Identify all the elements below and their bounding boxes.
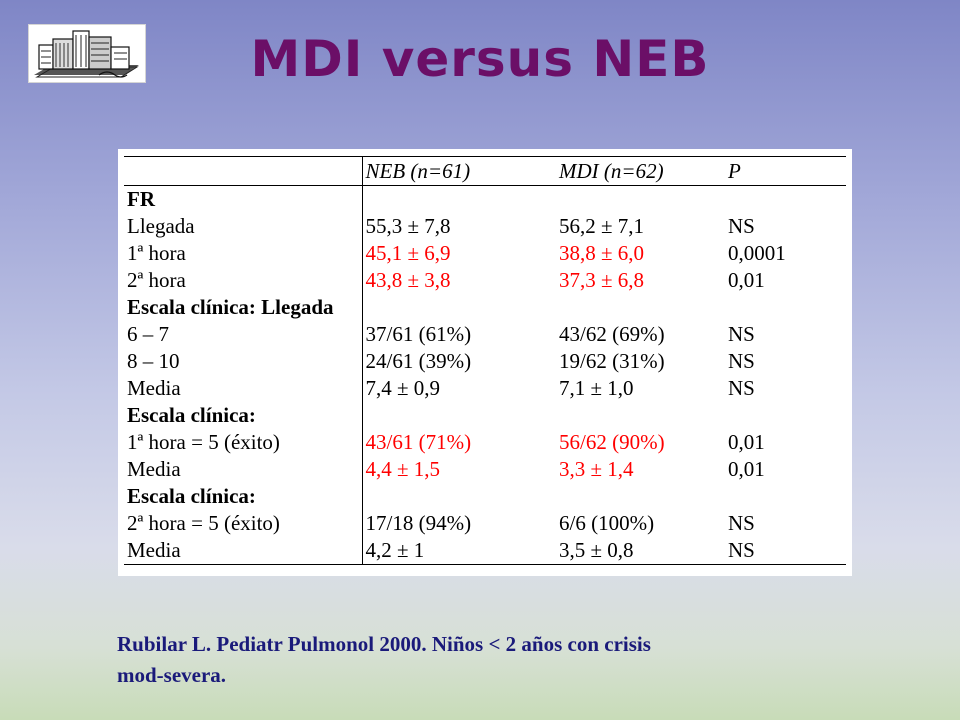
caption-line-1: Rubilar L. Pediatr Pulmonol 2000. Niños … [117, 632, 651, 656]
mdi-value-cell [556, 186, 725, 214]
mdi-value-cell [556, 483, 725, 510]
caption-line-2: mod-severa. [117, 663, 227, 687]
mdi-value-cell: 56/62 (90%) [559, 430, 665, 454]
row-label-cell: Media [124, 456, 363, 483]
neb-value-cell: 17/18 (94%) [365, 511, 472, 535]
p-value-cell: 0,0001 [728, 241, 786, 265]
row-label-cell: Escala clínica: [124, 483, 363, 510]
mdi-value-cell: 43/62 (69%) [559, 322, 665, 346]
row-label-cell: 2ª hora = 5 (éxito) [124, 510, 363, 537]
table-row: FR [124, 185, 846, 214]
table-row: Media 7,4 ± 0,9 7,1 ± 1,0 NS [124, 375, 846, 402]
neb-value-cell: 55,3 ± 7,8 [365, 214, 451, 238]
p-value-cell: NS [728, 322, 755, 346]
header-cell-mdi: MDI (n=62) [556, 156, 725, 186]
row-label-cell: 2ª hora [124, 267, 363, 294]
neb-value-cell [362, 186, 556, 214]
p-value-cell [725, 402, 846, 429]
neb-value-cell: 24/61 (39%) [365, 349, 472, 373]
header-cell-variable [124, 156, 363, 186]
neb-value-cell: 43,8 ± 3,8 [365, 268, 451, 292]
mdi-value-cell [556, 294, 725, 321]
p-value-cell: 0,01 [728, 268, 765, 292]
header-cell-p: P [725, 156, 846, 186]
row-label-cell: Escala clínica: Llegada [124, 294, 363, 321]
mdi-value-cell: 7,1 ± 1,0 [559, 376, 634, 400]
mdi-value-cell: 3,3 ± 1,4 [559, 457, 634, 481]
row-label-cell: 1ª hora [124, 240, 363, 267]
results-table: NEB (n=61) MDI (n=62) P FR Llegada 55,3 ± … [124, 156, 846, 565]
neb-value-cell: 7,4 ± 0,9 [365, 376, 441, 400]
row-label-cell: Media [124, 537, 363, 565]
p-value-cell: 0,01 [728, 430, 765, 454]
p-value-cell: 0,01 [728, 457, 765, 481]
table-row: Media 4,2 ± 1 3,5 ± 0,8 NS [124, 537, 846, 565]
mdi-value-cell: 6/6 (100%) [559, 511, 655, 535]
table-header-row: NEB (n=61) MDI (n=62) P [124, 156, 846, 186]
mdi-value-cell: 56,2 ± 7,1 [559, 214, 645, 238]
hospital-logo-drawing [29, 25, 145, 82]
neb-value-cell: 37/61 (61%) [365, 322, 472, 346]
hospital-building-icon [28, 24, 146, 83]
row-label-cell: 6 – 7 [124, 321, 363, 348]
mdi-value-cell: 19/62 (31%) [559, 349, 665, 373]
p-value-cell [725, 483, 846, 510]
p-value-cell: NS [728, 349, 755, 373]
table-row: Llegada 55,3 ± 7,8 56,2 ± 7,1 NS [124, 213, 846, 240]
mdi-value-cell: 37,3 ± 6,8 [559, 268, 645, 292]
table-row: 8 – 10 24/61 (39%) 19/62 (31%) NS [124, 348, 846, 375]
row-label-cell: 1ª hora = 5 (éxito) [124, 429, 363, 456]
header-cell-neb: NEB (n=61) [362, 156, 556, 186]
neb-value-cell: 43/61 (71%) [365, 430, 472, 454]
p-value-cell: NS [728, 214, 755, 238]
row-label-cell: Media [124, 375, 363, 402]
row-label-cell: Llegada [124, 213, 363, 240]
table-row: Media 4,4 ± 1,5 3,3 ± 1,4 0,01 [124, 456, 846, 483]
results-table-panel: NEB (n=61) MDI (n=62) P FR Llegada 55,3 ± … [118, 149, 852, 576]
p-value-cell: NS [728, 376, 755, 400]
p-value-cell [725, 294, 846, 321]
table-row: Escala clínica: Llegada [124, 294, 846, 321]
table-row: 2ª hora = 5 (éxito) 17/18 (94%) 6/6 (100%)… [124, 510, 846, 537]
p-value-cell: NS [728, 511, 755, 535]
table-row: 6 – 7 37/61 (61%) 43/62 (69%) NS [124, 321, 846, 348]
mdi-value-cell [556, 402, 725, 429]
p-value-cell: NS [725, 537, 846, 565]
table-row: 2ª hora 43,8 ± 3,8 37,3 ± 6,8 0,01 [124, 267, 846, 294]
reference-caption: Rubilar L. Pediatr Pulmonol 2000. Niños … [117, 629, 817, 691]
table-row: 1ª hora = 5 (éxito) 43/61 (71%) 56/62 (90%… [124, 429, 846, 456]
row-label-cell: Escala clínica: [124, 402, 363, 429]
neb-value-cell: 4,4 ± 1,5 [365, 457, 441, 481]
slide-title: MDI versus NEB [250, 30, 710, 88]
table-row: 1ª hora 45,1 ± 6,9 38,8 ± 6,0 0,0001 [124, 240, 846, 267]
neb-value-cell [362, 294, 556, 321]
mdi-value-cell: 38,8 ± 6,0 [559, 241, 645, 265]
row-label-cell: 8 – 10 [124, 348, 363, 375]
neb-value-cell [362, 402, 556, 429]
neb-value-cell: 4,2 ± 1 [362, 537, 556, 565]
table-body: FR Llegada 55,3 ± 7,8 56,2 ± 7,1 NS 1ª hora 45… [124, 185, 846, 565]
neb-value-cell [362, 483, 556, 510]
mdi-value-cell: 3,5 ± 0,8 [556, 537, 725, 565]
neb-value-cell: 45,1 ± 6,9 [365, 241, 451, 265]
row-label-cell: FR [124, 185, 363, 213]
table-row: Escala clínica: [124, 483, 846, 510]
p-value-cell [725, 186, 846, 214]
table-row: Escala clínica: [124, 402, 846, 429]
